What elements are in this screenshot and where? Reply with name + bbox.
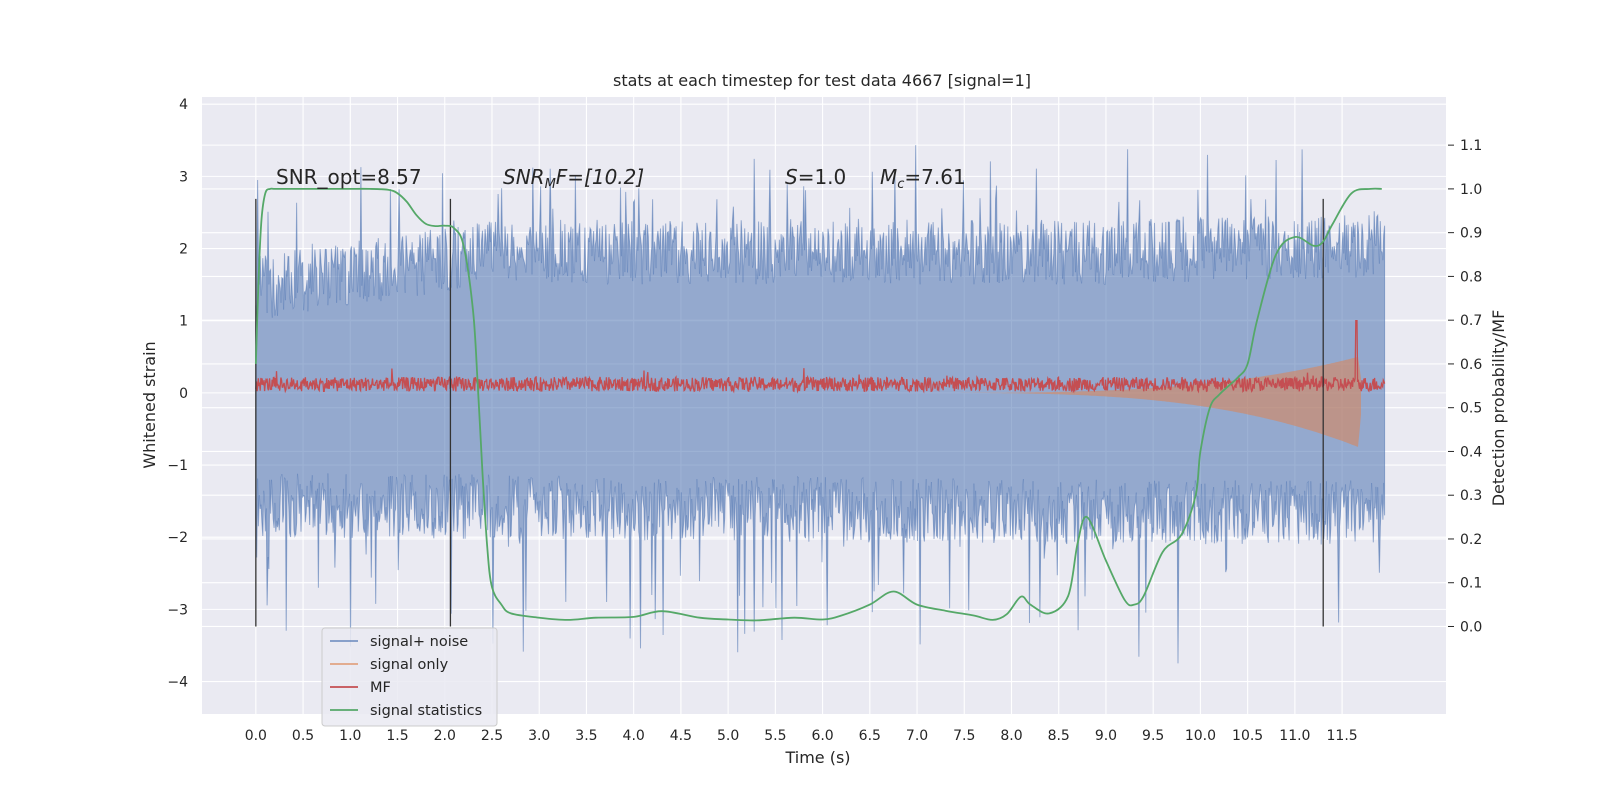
y2-tick-label: 0.3 (1460, 488, 1482, 504)
y2-tick-label: 1.0 (1460, 182, 1482, 198)
y-tick-label: 0 (179, 386, 188, 402)
x-tick-label: 6.0 (811, 728, 833, 744)
legend-box (321, 627, 498, 727)
series-signal-noise (255, 145, 1386, 664)
y2-axis-label: Detection probability/MF (1489, 310, 1508, 507)
y-tick-label: −1 (167, 458, 188, 474)
series-mf (255, 320, 1386, 394)
x-tick-label: 11.0 (1279, 728, 1310, 744)
legend: signal+ noise signal only MF signal statist… (321, 627, 498, 727)
annotations: SNR_opt=8.57 SNRMF=[10.2] S=1.0 Mc=7.61 (276, 165, 966, 192)
annotation-mc: Mc=7.61 (880, 165, 966, 192)
x-tick-label: 3.5 (575, 728, 597, 744)
annotation-mc-main: M (880, 165, 897, 189)
annotation-snr-mf-sub: M (545, 177, 556, 192)
y2-tick-label: 0.2 (1460, 532, 1482, 548)
x-tick-label: 4.5 (670, 728, 692, 744)
annotation-s-rest: =1.0 (798, 165, 847, 189)
chart-title: stats at each timestep for test data 466… (613, 71, 1031, 90)
x-tick-label: 2.5 (481, 728, 503, 744)
x-tick-label: 7.0 (906, 728, 928, 744)
y-tick-label: 4 (179, 97, 188, 113)
x-tick-label: 2.0 (434, 728, 456, 744)
legend-label: MF (370, 680, 391, 696)
x-tick-label: 0.5 (292, 728, 314, 744)
y2-tick-label: 0.0 (1460, 619, 1482, 635)
y-tick-label: 3 (179, 169, 188, 185)
x-tick-label: 9.5 (1142, 728, 1164, 744)
y2-tick-label: 0.4 (1460, 444, 1482, 460)
x-tick-label: 11.5 (1327, 728, 1358, 744)
x-tick-label: 7.5 (953, 728, 975, 744)
y2-tick-label: 0.7 (1460, 313, 1482, 329)
y-tick-label: 1 (179, 314, 188, 330)
y2-tick-label: 1.1 (1460, 138, 1482, 154)
y-tick-label: −3 (167, 602, 188, 618)
annotation-snr-mf-rest: F=[10.2] (556, 165, 644, 189)
y-tick-label: −4 (167, 675, 188, 691)
y2-tick-label: 0.1 (1460, 576, 1482, 592)
x-axis-label: Time (s) (784, 748, 850, 767)
x-tick-label: 3.0 (528, 728, 550, 744)
x-tick-label: 8.0 (1000, 728, 1022, 744)
x-tick-label: 10.5 (1232, 728, 1263, 744)
y-tick-label: 2 (179, 242, 188, 258)
y2-tick-label: 0.5 (1460, 401, 1482, 417)
x-tick-label: 10.0 (1185, 728, 1216, 744)
annotation-snr-mf-main: SNR (503, 165, 545, 189)
annotation-snr-mf: SNRMF=[10.2] (503, 165, 644, 192)
legend-label: signal only (370, 657, 449, 673)
annotation-s: S=1.0 (785, 165, 846, 189)
annotation-mc-rest: =7.61 (904, 165, 965, 189)
series-signal-statistics (254, 187, 1382, 622)
x-tick-label: 6.5 (859, 728, 881, 744)
y-axis-label: Whitened strain (140, 341, 159, 468)
x-tick-label: 1.5 (386, 728, 408, 744)
y2-tick-label: 0.8 (1460, 269, 1482, 285)
legend-label: signal statistics (370, 703, 482, 719)
x-tick-label: 5.5 (764, 728, 786, 744)
y2-tick-label: 0.9 (1460, 226, 1482, 242)
annotation-s-main: S (785, 165, 798, 189)
y-tick-label: −2 (167, 530, 188, 546)
x-tick-label: 8.5 (1048, 728, 1070, 744)
plot-content (254, 145, 1386, 664)
legend-label: signal+ noise (370, 634, 468, 650)
annotation-snr-opt: SNR_opt=8.57 (276, 165, 422, 189)
x-tick-label: 0.0 (245, 728, 267, 744)
x-tick-label: 5.0 (717, 728, 739, 744)
y2-tick-label: 0.6 (1460, 357, 1482, 373)
x-tick-label: 4.0 (623, 728, 645, 744)
x-tick-label: 9.0 (1095, 728, 1117, 744)
axes: 0.0 0.5 1.0 1.5 2.0 2.5 3.0 3.5 4.0 4.5 5.0 5.5 6.0 6… (167, 97, 1482, 744)
x-tick-label: 1.0 (339, 728, 361, 744)
annotation-mc-sub: c (897, 177, 904, 192)
